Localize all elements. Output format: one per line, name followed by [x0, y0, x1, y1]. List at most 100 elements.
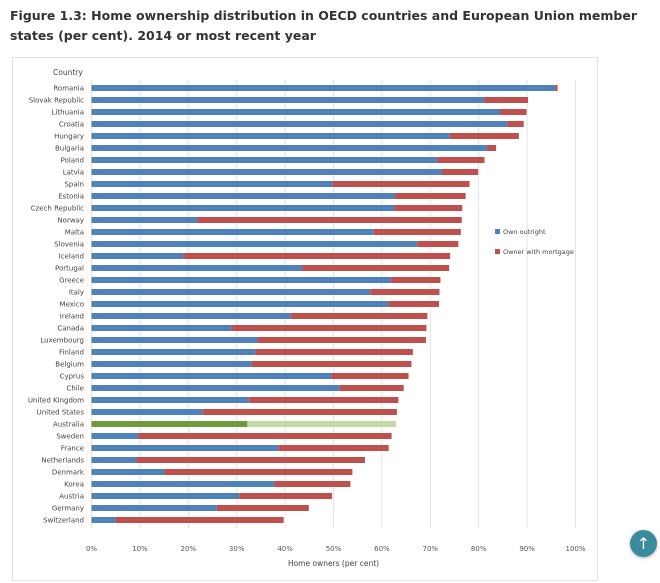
bar-own-outright: [91, 493, 240, 499]
bar-owner-with-mortgage: [248, 397, 399, 403]
bar-own-outright: [91, 157, 438, 163]
bar-owner-with-mortgage: [164, 469, 353, 475]
bar-own-outright: [91, 517, 116, 523]
country-label: Slovenia: [54, 241, 84, 249]
bar-own-outright: [91, 349, 256, 355]
bar-owner-with-mortgage: [257, 337, 426, 343]
country-label: Czech Republic: [31, 205, 84, 213]
country-label: Luxembourg: [40, 337, 84, 345]
country-label: United Kingdom: [28, 397, 84, 405]
country-label: Sweden: [56, 433, 84, 441]
country-label: Belgium: [55, 361, 84, 369]
bar-owner-with-mortgage: [507, 121, 524, 127]
country-label: Australia: [53, 421, 84, 429]
bar-owner-with-mortgage: [197, 217, 462, 223]
bar-owner-with-mortgage: [373, 229, 461, 235]
bar-own-outright: [91, 421, 248, 427]
x-tick-label: 60%: [374, 545, 390, 553]
bar-owner-with-mortgage: [115, 517, 284, 523]
bar-owner-with-mortgage: [183, 253, 451, 259]
country-label: Romania: [53, 85, 84, 93]
country-label: Cyprus: [60, 373, 85, 381]
bar-own-outright: [91, 301, 389, 307]
x-tick-label: 30%: [229, 545, 245, 553]
country-label: Denmark: [52, 469, 85, 477]
bar-owner-with-mortgage: [136, 457, 365, 463]
bar-owner-with-mortgage: [255, 349, 413, 355]
bar-owner-with-mortgage: [290, 313, 428, 319]
x-tick-label: 70%: [423, 545, 439, 553]
bar-own-outright: [91, 325, 232, 331]
country-label: Malta: [65, 229, 84, 237]
country-label: Korea: [64, 481, 84, 489]
bar-own-outright: [91, 409, 203, 415]
bar-own-outright: [91, 433, 139, 439]
bar-own-outright: [91, 445, 279, 451]
bar-own-outright: [91, 121, 508, 127]
legend-swatch-owner-with-mortgage: [495, 249, 500, 254]
bar-owner-with-mortgage: [302, 265, 450, 271]
bar-own-outright: [91, 385, 340, 391]
x-tick-label: 100%: [565, 545, 585, 553]
bar-own-outright: [91, 241, 418, 247]
bar-own-outright: [91, 457, 137, 463]
bar-owner-with-mortgage: [394, 193, 466, 199]
figure-title: Figure 1.3: Home ownership distribution …: [10, 8, 638, 43]
bar-owner-with-mortgage: [391, 277, 441, 283]
country-label: Switzerland: [43, 517, 84, 525]
bar-own-outright: [91, 205, 395, 211]
bar-owner-with-mortgage: [437, 157, 485, 163]
bar-own-outright: [91, 373, 332, 379]
country-label: Norway: [57, 217, 84, 225]
country-label: Austria: [59, 493, 84, 501]
x-tick-label: 80%: [471, 545, 487, 553]
country-label: Estonia: [58, 193, 84, 201]
country-label: Greece: [59, 277, 84, 285]
country-label: France: [61, 445, 84, 453]
bar-owner-with-mortgage: [332, 181, 470, 187]
country-label: Lithuania: [52, 109, 84, 117]
bar-owner-with-mortgage: [417, 241, 459, 247]
bar-owner-with-mortgage: [441, 169, 479, 175]
bar-owner-with-mortgage: [247, 421, 396, 427]
country-label: Germany: [52, 505, 84, 513]
scroll-to-top-button[interactable]: ↑: [630, 530, 657, 557]
bar-owner-with-mortgage: [449, 133, 519, 139]
legend-swatch-own-outright: [495, 229, 500, 234]
country-label: Canada: [57, 325, 84, 333]
bar-owner-with-mortgage: [239, 493, 333, 499]
bar-own-outright: [91, 481, 275, 487]
bar-own-outright: [91, 133, 450, 139]
bar-own-outright: [91, 313, 291, 319]
country-label: Bulgaria: [55, 145, 84, 153]
bar-owner-with-mortgage: [278, 445, 389, 451]
country-label: Poland: [61, 157, 84, 165]
bar-own-outright: [91, 361, 252, 367]
country-label: Portugal: [55, 265, 84, 273]
country-label: Chile: [66, 385, 84, 393]
legend-label-owner-with-mortgage: Owner with mortgage: [503, 248, 574, 256]
bar-owner-with-mortgage: [555, 85, 558, 91]
bar-own-outright: [91, 265, 303, 271]
country-label: Croatia: [59, 121, 84, 129]
bar-own-outright: [91, 181, 333, 187]
x-tick-label: 10%: [132, 545, 148, 553]
x-tick-label: 0%: [86, 545, 97, 553]
bar-owner-with-mortgage: [251, 361, 412, 367]
x-tick-label: 20%: [181, 545, 197, 553]
bar-owner-with-mortgage: [388, 301, 440, 307]
bar-owner-with-mortgage: [394, 205, 463, 211]
x-axis-title: Home owners (per cent): [288, 559, 379, 568]
bar-own-outright: [91, 109, 500, 115]
country-label: United States: [37, 409, 85, 417]
x-tick-label: 90%: [519, 545, 535, 553]
bar-owner-with-mortgage: [370, 289, 440, 295]
bar-owner-with-mortgage: [331, 373, 409, 379]
bar-own-outright: [91, 337, 258, 343]
bar-own-outright: [91, 469, 165, 475]
bar-own-outright: [91, 229, 374, 235]
bar-own-outright: [91, 505, 217, 511]
bar-own-outright: [91, 85, 556, 91]
bar-owner-with-mortgage: [499, 109, 527, 115]
bar-owner-with-mortgage: [202, 409, 397, 415]
